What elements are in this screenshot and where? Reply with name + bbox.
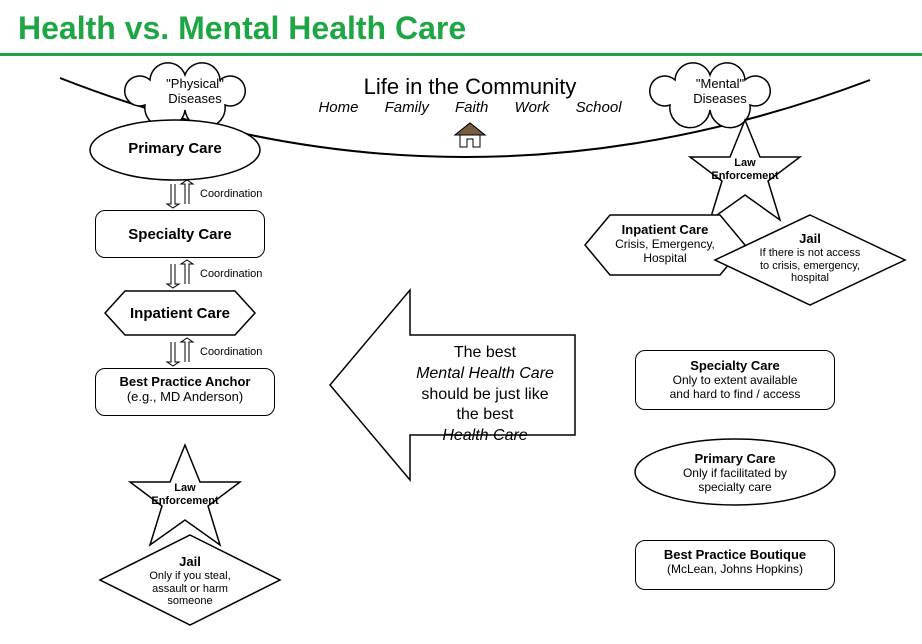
diagram-stage: Life in the Community Home Family Faith … [0, 60, 922, 640]
connector-1 [165, 180, 195, 208]
community-title: Life in the Community [300, 74, 640, 99]
boutique-sub: (McLean, Johns Hopkins) [636, 563, 834, 577]
specialty-label: Specialty Care [128, 226, 231, 243]
left-star-label: Law Enforcement [145, 482, 225, 507]
arrow-l4: the best [395, 405, 575, 426]
community-items: Home Family Faith Work School [300, 99, 640, 116]
mental-cloud-label: "Mental" Diseases [670, 77, 770, 107]
connector-2 [165, 260, 195, 288]
right-primary-title: Primary Care [655, 452, 815, 467]
left-jail-text: Jail Only if you steal, assault or harm … [120, 555, 260, 608]
house-icon [300, 121, 640, 153]
physical-cloud-label: "Physical" Diseases [145, 77, 245, 107]
coord-1: Coordination [200, 188, 262, 200]
primary-care-label: Primary Care [105, 140, 245, 157]
anchor-box: Best Practice Anchor (e.g., MD Anderson) [95, 368, 275, 416]
right-specialty-sub: Only to extent available and hard to fin… [636, 374, 834, 402]
right-star-label: Law Enforcement [705, 157, 785, 182]
right-jail-sub: If there is not access to crisis, emerge… [735, 247, 885, 285]
community-block: Life in the Community Home Family Faith … [300, 74, 640, 152]
right-jail-text: Jail If there is not access to crisis, e… [735, 232, 885, 285]
center-arrow-text: The best Mental Health Care should be ju… [395, 343, 575, 447]
right-primary-text: Primary Care Only if facilitated by spec… [655, 452, 815, 495]
right-specialty-box: Specialty Care Only to extent available … [635, 350, 835, 410]
coord-2: Coordination [200, 268, 262, 280]
right-specialty-title: Specialty Care [636, 359, 834, 374]
left-jail-sub: Only if you steal, assault or harm someo… [120, 570, 260, 608]
coord-3: Coordination [200, 346, 262, 358]
anchor-title: Best Practice Anchor [96, 375, 274, 390]
right-jail-title: Jail [735, 232, 885, 247]
left-jail-title: Jail [120, 555, 260, 570]
inpatient-label: Inpatient Care [105, 305, 255, 322]
page-title: Health vs. Mental Health Care [0, 0, 922, 56]
right-primary-sub: Only if facilitated by specialty care [655, 467, 815, 495]
anchor-sub: (e.g., MD Anderson) [96, 390, 274, 405]
arrow-l1: The best [395, 343, 575, 364]
boutique-title: Best Practice Boutique [636, 548, 834, 563]
boutique-box: Best Practice Boutique (McLean, Johns Ho… [635, 540, 835, 590]
arrow-l5: Health Care [395, 426, 575, 447]
arrow-l2: Mental Health Care [395, 364, 575, 385]
connector-3 [165, 338, 195, 366]
specialty-box: Specialty Care [95, 210, 265, 258]
arrow-l3: should be just like [395, 385, 575, 406]
